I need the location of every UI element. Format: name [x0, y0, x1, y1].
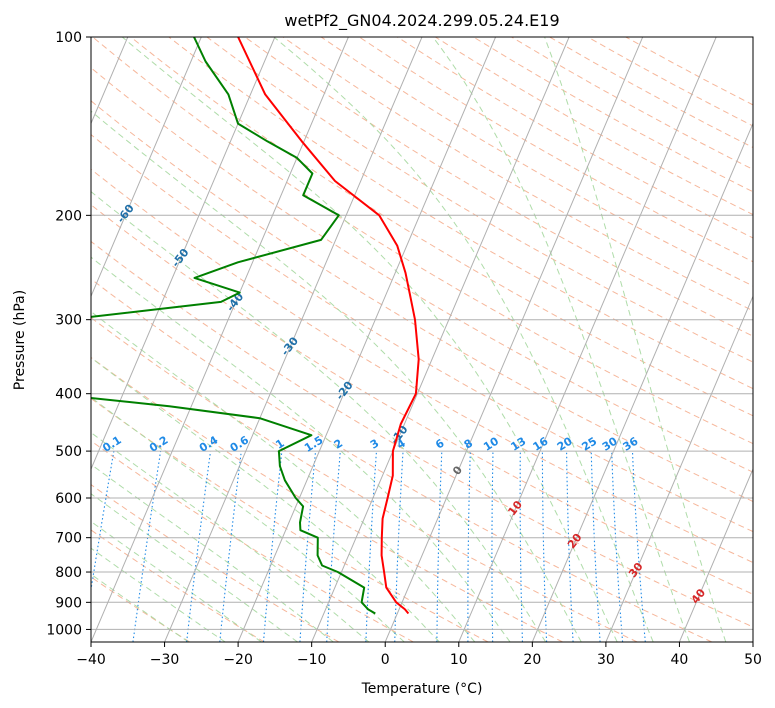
mixing-ratio-line — [262, 451, 283, 642]
y-tick-label: 500 — [55, 444, 82, 460]
moist-adiabat-line — [91, 190, 547, 642]
dry-adiabat-line — [130, 37, 753, 417]
isotherm-line — [384, 37, 644, 642]
x-tick-label: −10 — [297, 652, 327, 668]
isotherm-line — [237, 37, 497, 642]
y-tick-label: 800 — [55, 565, 82, 581]
dry-adiabat-line — [91, 204, 753, 595]
x-tick-label: 30 — [597, 652, 615, 668]
y-tick-label: 600 — [55, 491, 82, 507]
x-tick-label: 40 — [671, 652, 689, 668]
isotherm-line — [605, 294, 753, 642]
dry-adiabat-line — [91, 240, 753, 628]
dewpoint-profile-line — [91, 37, 376, 615]
isotherm-label: -70 — [60, 157, 83, 181]
moist-adiabat-line — [91, 256, 511, 642]
mixing-ratio-line — [91, 450, 115, 594]
isotherm-label: -80 — [5, 113, 28, 137]
y-axis-label: Pressure (hPa) — [12, 290, 28, 390]
y-tick-label: 100 — [55, 30, 82, 46]
y-tick-label: 200 — [55, 208, 82, 224]
moist-adiabat-line — [432, 37, 690, 642]
x-tick-label: −30 — [150, 652, 180, 668]
isotherm-line — [531, 122, 753, 642]
y-tick-label: 400 — [55, 387, 82, 403]
dry-adiabat-line — [91, 484, 340, 642]
isotherm-line — [458, 37, 717, 642]
moist-adiabat-line — [91, 396, 405, 642]
mixing-ratio-line — [299, 451, 317, 642]
x-tick-label: 20 — [523, 652, 541, 668]
isotherm-line — [164, 37, 423, 642]
temperature-profile-line — [237, 37, 420, 615]
y-tick-label: 1000 — [46, 622, 82, 638]
moist-adiabat-line — [91, 310, 476, 642]
isotherm-line — [678, 467, 753, 642]
y-tick-label: 700 — [55, 531, 82, 547]
dry-adiabat-line — [91, 317, 638, 642]
moist-adiabat-line — [91, 547, 226, 642]
moist-adiabat-line — [91, 573, 189, 642]
mixing-ratio-line — [186, 451, 212, 642]
x-tick-label: −20 — [223, 652, 253, 668]
isotherm-line — [752, 640, 753, 642]
moist-adiabat-line — [273, 37, 654, 642]
mixing-ratio-line — [219, 451, 242, 642]
sounding-profiles — [91, 37, 420, 615]
moist-adiabat-line — [91, 493, 298, 642]
moist-adiabat-line — [91, 110, 582, 642]
dry-adiabat-line — [282, 37, 753, 312]
moist-adiabat-line — [544, 37, 727, 642]
x-tick-label: −40 — [76, 652, 106, 668]
chart-title: wetPf2_GN04.2024.299.05.24.E19 — [284, 11, 559, 31]
dry-adiabat-line — [168, 37, 753, 390]
plot-frame — [90, 36, 754, 643]
plot-area — [91, 37, 753, 642]
dry-adiabat-line — [91, 278, 713, 642]
isotherm-line — [311, 37, 570, 642]
dry-adiabat-line — [91, 529, 265, 642]
isotherm-line — [91, 37, 349, 642]
moist-adiabat-line — [121, 37, 618, 642]
moist-adiabat-line — [91, 520, 262, 642]
moist-adiabat-line — [91, 431, 370, 642]
isotherm-line — [91, 37, 202, 298]
x-tick-label: 0 — [381, 652, 390, 668]
x-axis: −40 −30 −20 −10 0 10 20 30 40 50 — [76, 642, 762, 668]
dry-adiabat-line — [91, 133, 753, 533]
y-axis: 100 200 300 400 500 600 700 800 900 1000 — [46, 30, 91, 638]
x-axis-label: Temperature (°C) — [361, 681, 483, 697]
dry-adiabat-line — [244, 37, 753, 337]
y-tick-label: 300 — [55, 313, 82, 329]
dry-adiabat-line — [91, 356, 563, 642]
dry-adiabat-line — [92, 37, 753, 445]
y-tick-label: 900 — [55, 595, 82, 611]
x-tick-label: 50 — [744, 652, 762, 668]
isotherm-line — [91, 37, 276, 471]
x-tick-label: 10 — [450, 652, 468, 668]
dry-adiabat-line — [91, 100, 753, 503]
dry-adiabat-line — [91, 168, 753, 564]
